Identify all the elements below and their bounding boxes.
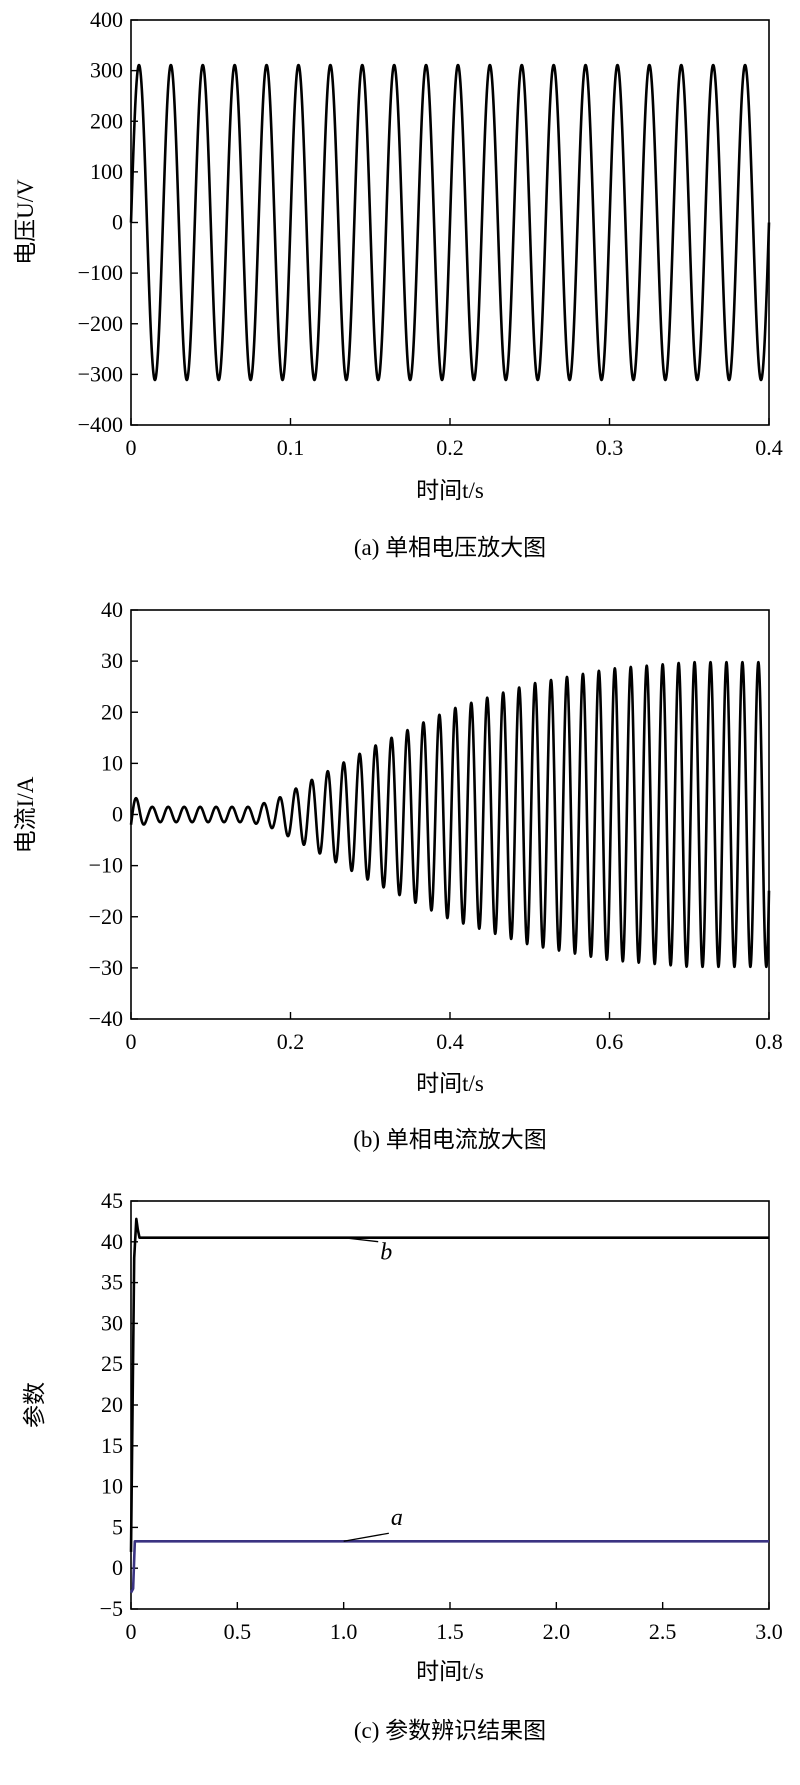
y-tick-label: −400 — [78, 412, 123, 437]
chart-caption: (b) 单相电流放大图 — [353, 1127, 547, 1152]
y-tick-label: 20 — [101, 699, 123, 724]
y-tick-label: 0 — [112, 802, 123, 827]
annotation-leader — [343, 1532, 389, 1542]
y-tick-label: 400 — [90, 7, 123, 32]
x-tick-label: 1.0 — [330, 1619, 358, 1644]
x-axis-label: 时间t/s — [416, 1071, 484, 1096]
chart-caption: (c) 参数辨识结果图 — [354, 1718, 546, 1743]
y-tick-label: −40 — [89, 1006, 123, 1031]
x-tick-label: 0.3 — [596, 435, 624, 460]
x-tick-label: 2.5 — [649, 1619, 677, 1644]
y-tick-label: −20 — [89, 904, 123, 929]
y-tick-label: 30 — [101, 1310, 123, 1335]
y-tick-label: 40 — [101, 1229, 123, 1254]
y-axis-label: 电压U/V — [13, 179, 38, 265]
y-tick-label: −100 — [78, 260, 123, 285]
series-line-0 — [129, 660, 771, 969]
x-tick-label: 0.2 — [436, 435, 464, 460]
y-tick-label: 0 — [112, 210, 123, 235]
y-tick-label: 10 — [101, 750, 123, 775]
y-tick-label: 0 — [112, 1555, 123, 1580]
x-tick-label: 0 — [126, 1619, 137, 1644]
y-tick-label: 30 — [101, 648, 123, 673]
y-tick-label: 200 — [90, 108, 123, 133]
y-tick-label: 45 — [101, 1188, 123, 1213]
x-tick-label: 0.6 — [596, 1029, 624, 1054]
chart-a: 0 0.1 0.2 0.3 0.4 −400 −300 −200 −100 0 100 200 300 4… — [13, 7, 783, 560]
y-tick-label: −200 — [78, 311, 123, 336]
y-tick-label: 100 — [90, 159, 123, 184]
x-tick-label: 0.8 — [755, 1029, 783, 1054]
x-tick-label: 0.1 — [277, 435, 305, 460]
annotation-leader — [343, 1237, 379, 1243]
x-axis-label: 时间t/s — [416, 1659, 484, 1684]
x-axis-label: 时间t/s — [416, 478, 484, 503]
y-tick-label: 35 — [101, 1270, 123, 1295]
x-tick-label: 0.5 — [224, 1619, 252, 1644]
y-tick-label: 40 — [101, 597, 123, 622]
x-tick-label: 0 — [126, 1029, 137, 1054]
y-tick-label: 10 — [101, 1474, 123, 1499]
annotation-label-a: a — [391, 1505, 403, 1531]
y-axis-label: 参数 — [22, 1382, 47, 1428]
y-tick-label: −10 — [89, 853, 123, 878]
y-tick-label: 25 — [101, 1351, 123, 1376]
y-tick-label: 300 — [90, 58, 123, 83]
series-line-b — [129, 1217, 769, 1552]
y-tick-label: 5 — [112, 1514, 123, 1539]
x-tick-label: 0.4 — [755, 435, 783, 460]
y-axis-label: 电流I/A — [13, 776, 38, 853]
series-line-0 — [129, 63, 771, 382]
x-tick-label: 3.0 — [755, 1619, 783, 1644]
chart-b: 0 0.2 0.4 0.6 0.8 −40 −30 −20 −10 0 10 20 30 40 时间t/s 电… — [13, 597, 783, 1152]
x-tick-label: 1.5 — [436, 1619, 464, 1644]
y-tick-label: −30 — [89, 955, 123, 980]
y-tick-label: −300 — [78, 361, 123, 386]
y-tick-label: 15 — [101, 1433, 123, 1458]
y-tick-label: 20 — [101, 1392, 123, 1417]
chart-c: 0 0.5 1.0 1.5 2.0 2.5 3.0−5051015202530354045时… — [22, 1188, 783, 1743]
y-tick-label: −5 — [100, 1596, 123, 1621]
x-tick-label: 0.2 — [277, 1029, 305, 1054]
series-line-a — [129, 1539, 769, 1594]
annotation-label-b: b — [380, 1240, 392, 1266]
plot-frame — [130, 1200, 770, 1610]
chart-caption: (a) 单相电压放大图 — [354, 535, 546, 560]
x-tick-label: 0 — [126, 435, 137, 460]
x-tick-label: 0.4 — [436, 1029, 464, 1054]
x-tick-label: 2.0 — [543, 1619, 571, 1644]
